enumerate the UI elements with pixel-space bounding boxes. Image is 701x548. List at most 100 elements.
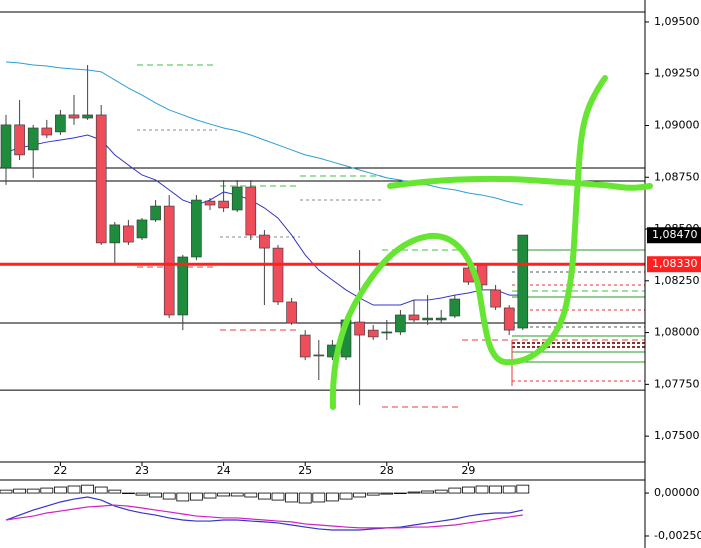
y-tick-label: 1,08000 xyxy=(654,326,700,339)
histogram-bar xyxy=(489,485,503,494)
histogram-bar xyxy=(257,492,271,500)
histogram-bar xyxy=(176,492,190,502)
candle-body xyxy=(191,199,202,258)
histogram-bar xyxy=(162,492,176,500)
y-tick-label: 1,09250 xyxy=(654,67,700,80)
y-tick-label: 1,09000 xyxy=(654,118,700,131)
plot xyxy=(0,11,645,531)
indicator-line xyxy=(5,61,523,206)
candle-body xyxy=(109,224,121,244)
price-label: 1,08470 xyxy=(652,228,698,241)
annotation-stroke xyxy=(387,175,653,191)
x-tick-label: 24 xyxy=(217,464,231,477)
y-tick-label: 1,08250 xyxy=(654,274,700,287)
candle-body xyxy=(395,314,406,333)
histogram-bar xyxy=(189,492,203,501)
histogram-bar xyxy=(40,487,54,494)
indicator-line xyxy=(5,496,523,531)
candle-body xyxy=(286,301,297,324)
histogram-bar xyxy=(380,492,394,495)
histogram-bar xyxy=(393,492,407,494)
histogram-bar xyxy=(312,492,326,503)
candle-body xyxy=(95,114,107,244)
y-tick-label: 1,07750 xyxy=(654,377,700,390)
histogram-bar xyxy=(0,489,13,494)
histogram-bar xyxy=(461,486,475,494)
candle-body xyxy=(313,354,325,357)
candle-body xyxy=(82,114,93,119)
candle-body xyxy=(14,124,25,156)
candle-body xyxy=(68,114,80,119)
histogram-bar xyxy=(325,492,339,502)
price-label-box xyxy=(647,256,701,273)
candle-body xyxy=(163,205,175,316)
x-tick-label: 22 xyxy=(53,464,67,477)
histogram-bar xyxy=(67,485,81,494)
x-tick-label: 28 xyxy=(380,464,394,477)
histogram-bar xyxy=(108,489,122,494)
hand-drawing xyxy=(329,75,653,410)
candle-body xyxy=(435,317,447,321)
histogram-bar xyxy=(475,485,489,494)
y-tick-label: 1,09500 xyxy=(654,15,700,28)
candle-body xyxy=(27,127,39,151)
candle-body xyxy=(408,314,420,321)
candle-body xyxy=(517,234,529,329)
histogram-bar xyxy=(94,486,108,494)
histogram-bar xyxy=(26,488,40,494)
x-tick-label: 29 xyxy=(461,464,475,477)
histogram-bar xyxy=(502,485,516,494)
candle-body xyxy=(218,200,229,209)
candle-body xyxy=(245,186,257,236)
histogram-bar xyxy=(516,484,530,494)
candle-body xyxy=(231,186,243,211)
histogram-bar xyxy=(217,492,231,497)
indicator-line xyxy=(5,134,523,306)
candle-body xyxy=(204,200,216,206)
candle-body xyxy=(41,127,53,136)
histogram-bar xyxy=(13,488,27,494)
y-tick-label: -0,00250 xyxy=(654,529,701,542)
candle-body xyxy=(490,289,501,308)
histogram-bar xyxy=(203,492,217,499)
histogram-bar xyxy=(54,486,67,494)
histogram-bar xyxy=(339,492,353,500)
candle-body xyxy=(150,205,161,221)
histogram-bar xyxy=(434,489,448,494)
candle-body xyxy=(299,334,311,358)
histogram-bar xyxy=(285,492,299,503)
histogram-bar xyxy=(135,492,149,496)
candle-body xyxy=(0,124,12,169)
candle-body xyxy=(177,256,189,316)
candle-body xyxy=(259,234,270,249)
candle-body xyxy=(123,225,134,243)
candle-body xyxy=(422,317,433,321)
histogram-bar xyxy=(81,484,94,494)
histogram-bar xyxy=(421,490,435,494)
histogram-bar xyxy=(244,492,258,498)
candle-body xyxy=(381,331,393,334)
candle-body xyxy=(272,247,284,303)
indicator-line xyxy=(5,504,523,529)
candle-body xyxy=(136,219,148,239)
histogram-bar xyxy=(149,492,163,498)
y-tick-label: 1,08750 xyxy=(654,170,700,183)
x-tick-label: 23 xyxy=(135,464,149,477)
histogram-bar xyxy=(353,492,367,498)
candle-body xyxy=(503,307,515,331)
y-tick-label: 1,07500 xyxy=(654,429,700,442)
histogram-bar xyxy=(366,492,380,496)
candle-body xyxy=(449,298,461,317)
x-tick-label: 25 xyxy=(298,464,312,477)
y-tick-label: 0,00000 xyxy=(654,486,700,499)
candle-body xyxy=(354,321,365,336)
price-label: 1,08330 xyxy=(652,257,698,270)
histogram-bar xyxy=(298,492,312,504)
candle-body xyxy=(55,114,66,133)
histogram-bar xyxy=(230,492,244,497)
histogram-bar xyxy=(122,492,135,494)
histogram-bar xyxy=(271,492,285,501)
